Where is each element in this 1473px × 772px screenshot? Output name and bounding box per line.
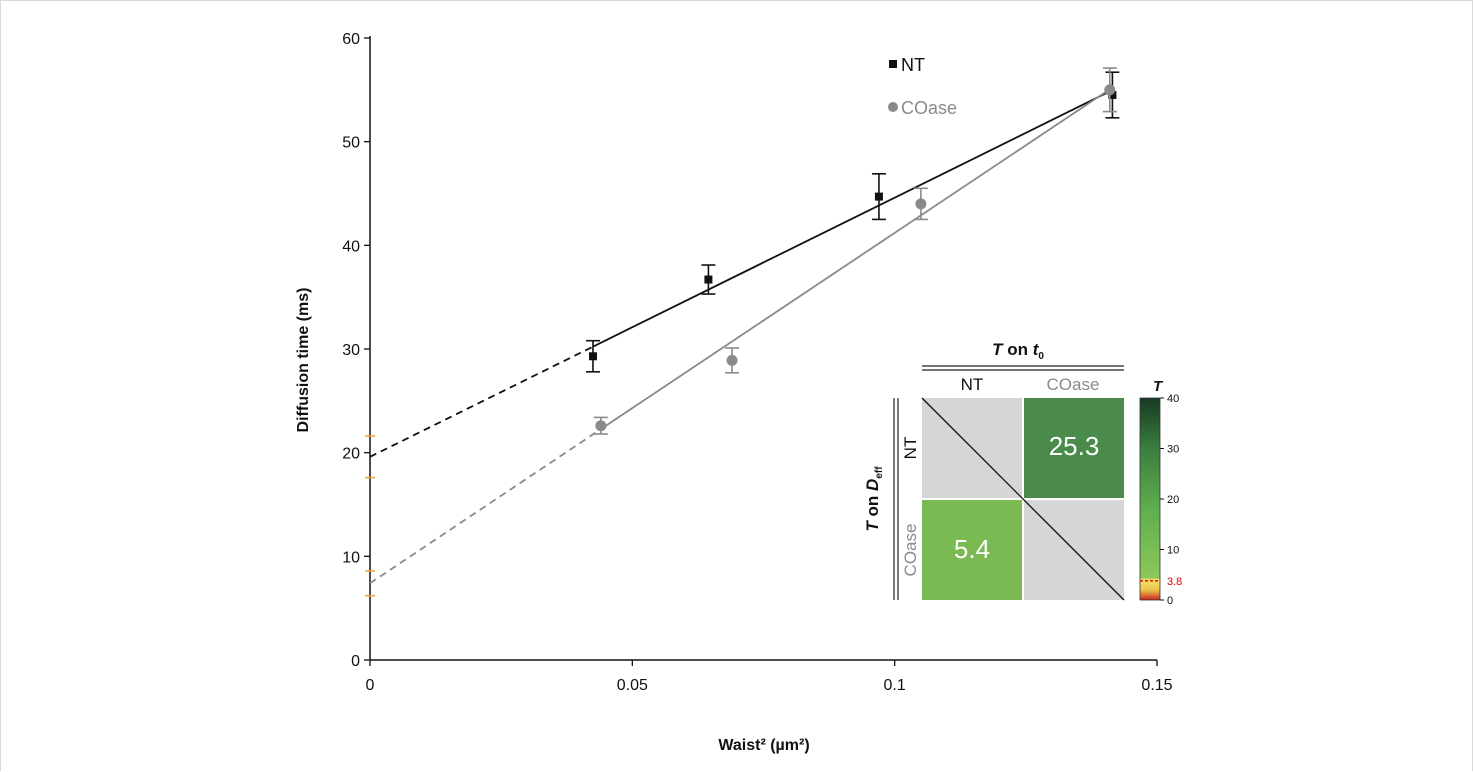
point-nt [1108, 91, 1117, 100]
heatmap-value-coase-nt: 5.4 [954, 534, 990, 564]
point-nt [588, 352, 597, 361]
fit-line-coase [600, 88, 1111, 430]
point-coase [915, 198, 927, 210]
heatmap-value-nt-coase: 25.3 [1049, 431, 1100, 461]
colorbar-ticks: 0 10 20 30 40 3.8 [1140, 393, 1182, 607]
x-tick-label: 0.05 [617, 677, 648, 694]
x-tick-label: 0.1 [884, 677, 906, 694]
y-tick-label: 50 [342, 135, 360, 152]
heatmap-row-coase: COase [901, 524, 920, 577]
x-axis-label: Waist² (µm²) [718, 737, 809, 754]
legend: NT COase [888, 55, 957, 118]
colorbar-tick-label: 30 [1167, 444, 1179, 456]
y-tick-label: 0 [351, 653, 360, 670]
data-points [585, 67, 1120, 435]
x-tick-label: 0 [366, 677, 375, 694]
heatmap-inset: T on t0 NT COase T on Deff NT COase 25.3… [863, 340, 1182, 607]
fit-lines [365, 88, 1113, 597]
legend-label-nt: NT [901, 55, 925, 75]
heatmap-cell-coase-nt [922, 500, 1022, 600]
heatmap-col-coase: COase [1047, 375, 1100, 394]
colorbar-tick-label: 40 [1167, 393, 1179, 405]
point-coase [726, 354, 738, 366]
point-coase [1104, 84, 1116, 96]
legend-label-coase: COase [901, 98, 957, 118]
heatmap-cell-nt-coase [1024, 398, 1124, 498]
y-tick-label: 30 [342, 342, 360, 359]
x-tick-label: 0.15 [1141, 677, 1172, 694]
colorbar-threshold-label: 3.8 [1167, 576, 1182, 588]
y-tick-label: 40 [342, 238, 360, 255]
y-axis-label: Diffusion time (ms) [295, 288, 312, 433]
point-nt [704, 275, 713, 284]
colorbar-tick-label: 0 [1167, 595, 1173, 607]
colorbar-tick-label: 20 [1167, 494, 1179, 506]
heatmap-diagonal [921, 397, 1125, 601]
heatmap-col-nt: NT [961, 375, 984, 394]
colorbar [1139, 397, 1161, 601]
colorbar-tick-label: 10 [1167, 545, 1179, 557]
legend-marker-coase [888, 102, 898, 112]
y-tick-label: 60 [342, 31, 360, 48]
legend-marker-nt [889, 60, 897, 68]
fit-extrapolation-nt [369, 345, 594, 458]
point-coase [595, 420, 607, 432]
y-tick-label: 10 [342, 549, 360, 566]
y-tick-label: 20 [342, 446, 360, 463]
heatmap-row-title: T on Deff [863, 466, 885, 532]
point-nt [874, 192, 883, 201]
heatmap-row-nt: NT [901, 437, 920, 460]
colorbar-label: T [1153, 378, 1164, 395]
fit-line-nt [592, 89, 1113, 348]
axes: 0 10 20 30 40 50 60 0 0.05 0.1 0.15 [342, 31, 1172, 694]
fit-extrapolation-coase [369, 428, 602, 585]
heatmap-title: T on t0 [992, 340, 1044, 362]
